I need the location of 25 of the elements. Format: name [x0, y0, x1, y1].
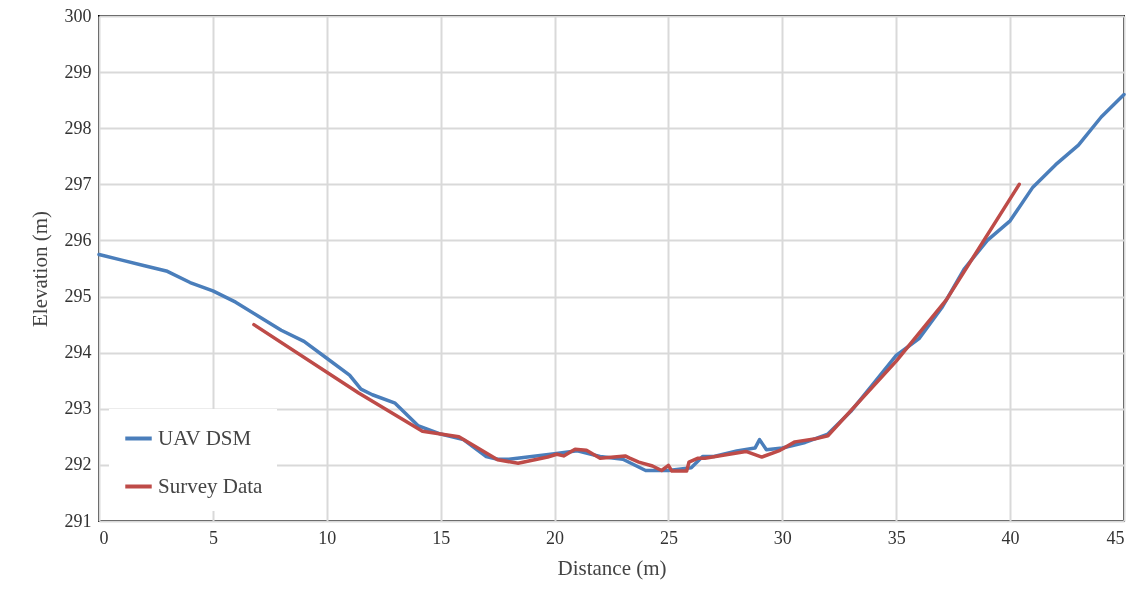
line-series: [252, 182, 1021, 473]
x-tick-label: 30: [773, 527, 792, 548]
y-tick-label: 294: [64, 342, 92, 363]
y-axis-title: Elevation (m): [27, 210, 52, 328]
x-axis-title: Distance (m): [557, 555, 667, 580]
x-tick-label: 5: [208, 527, 218, 548]
y-tick-label: 298: [64, 117, 92, 138]
x-tick-label: 0: [99, 527, 109, 548]
x-tick-label: 15: [432, 527, 451, 548]
x-tick-label: 35: [887, 527, 906, 548]
x-tick-label: 25: [659, 527, 678, 548]
y-tick-label: 291: [64, 510, 92, 531]
y-tick-label: 292: [64, 454, 92, 475]
y-tick-label: 295: [64, 286, 92, 307]
y-tick-label: 299: [64, 61, 92, 82]
x-tick-label: 40: [1001, 527, 1020, 548]
y-tick-label: 300: [64, 5, 92, 26]
y-tick-label: 297: [64, 173, 92, 194]
x-tick-label: 20: [546, 527, 565, 548]
y-tick-label: 296: [64, 229, 92, 250]
x-tick-label: 10: [318, 527, 337, 548]
legend-label: UAV DSM: [158, 425, 252, 450]
legend-label: Survey Data: [158, 473, 264, 498]
y-tick-label: 293: [64, 398, 92, 419]
x-tick-label: 45: [1106, 527, 1125, 548]
